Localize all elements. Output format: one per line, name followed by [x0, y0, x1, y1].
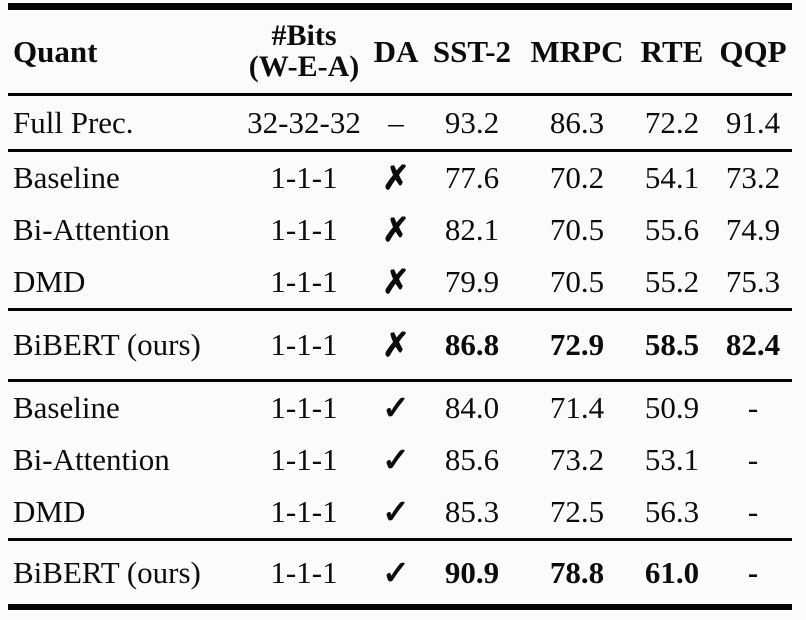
cell-quant: BiBERT (ours) — [8, 309, 236, 382]
cell-da: ✓ — [372, 486, 420, 541]
cell-rte: 72.2 — [630, 94, 714, 152]
cell-rte: 53.1 — [644, 442, 700, 477]
cell-sst2: 90.9 — [444, 554, 500, 590]
cell-sst2: 85.6 — [444, 442, 500, 477]
cell-mrpc: 71.4 — [549, 390, 605, 425]
cell-rte: 61.0 — [644, 554, 700, 590]
col-header-rte: RTE — [630, 6, 714, 96]
cell-mrpc: 72.5 — [524, 486, 630, 541]
cell-da: ✓ — [372, 381, 420, 435]
cell-bits: 1-1-1 — [270, 160, 338, 195]
cell-bits: 1-1-1 — [270, 212, 338, 247]
bits-header-line1: #Bits — [271, 18, 337, 52]
table-row-baseline-da: Baseline 1-1-1 ✓ 84.0 71.4 50.9 - — [8, 381, 792, 435]
check-mark-icon: ✓ — [382, 443, 410, 479]
col-header-quant: Quant — [8, 6, 236, 96]
check-mark-icon: ✓ — [382, 555, 410, 592]
cell-qqp: 74.9 — [725, 212, 781, 247]
cell-rte: 50.9 — [644, 390, 700, 425]
cell-bits: 1-1-1 — [270, 442, 338, 477]
cell-sst2: 77.6 — [444, 160, 500, 195]
cell-mrpc: 70.2 — [549, 160, 605, 195]
cell-da: – — [372, 94, 420, 152]
cell-rte: 58.5 — [630, 309, 714, 382]
table-row-dmd-da: DMD 1-1-1 ✓ 85.3 72.5 56.3 - — [8, 486, 792, 541]
cell-rte: 56.3 — [630, 486, 714, 541]
col-header-bits: #Bits (W-E-A) — [236, 6, 372, 96]
cell-sst2: 85.3 — [420, 486, 524, 541]
cell-sst2: 86.8 — [420, 309, 524, 382]
table-row-bi-attention-da: Bi-Attention 1-1-1 ✓ 85.6 73.2 53.1 - — [8, 434, 792, 486]
col-header-mrpc: MRPC — [524, 6, 630, 96]
cell-quant: BiBERT (ours) — [13, 554, 201, 590]
cell-quant: Bi-Attention — [13, 442, 170, 477]
cross-mark-icon: ✗ — [382, 161, 410, 197]
bits-header-line2: (W-E-A) — [248, 49, 360, 83]
cross-mark-icon: ✗ — [382, 213, 410, 249]
cell-quant: DMD — [8, 256, 236, 311]
en-dash: – — [388, 104, 404, 140]
cell-da: ✓ — [372, 540, 420, 608]
table-header: Quant #Bits (W-E-A) DA SST-2 MRPC RTE QQ… — [8, 6, 792, 96]
table-row-baseline-noda: Baseline 1-1-1 ✗ 77.6 70.2 54.1 73.2 — [8, 151, 792, 205]
cell-qqp: - — [747, 390, 759, 425]
cell-qqp: 73.2 — [725, 160, 781, 195]
table-row-bibert-noda: BiBERT (ours) 1-1-1 ✗ 86.8 72.9 58.5 82.… — [8, 309, 792, 382]
cell-da: ✗ — [372, 204, 420, 256]
cell-bits: 32-32-32 — [236, 94, 372, 152]
cell-qqp: 75.3 — [714, 256, 792, 311]
cell-bits: 1-1-1 — [270, 390, 338, 425]
cell-da: ✓ — [372, 434, 420, 486]
table-row-bibert-da: BiBERT (ours) 1-1-1 ✓ 90.9 78.8 61.0 - — [8, 540, 792, 608]
results-table: Quant #Bits (W-E-A) DA SST-2 MRPC RTE QQ… — [8, 3, 792, 610]
cross-mark-icon: ✗ — [382, 328, 410, 364]
cell-sst2: 84.0 — [444, 390, 500, 425]
cell-bits: 1-1-1 — [236, 309, 372, 382]
cell-bits: 1-1-1 — [270, 554, 338, 590]
cell-mrpc: 73.2 — [549, 442, 605, 477]
cell-quant: Bi-Attention — [13, 212, 170, 247]
cell-quant: Baseline — [13, 160, 120, 195]
check-mark-icon: ✓ — [382, 391, 410, 427]
table-row-full-prec: Full Prec. 32-32-32 – 93.2 86.3 72.2 91.… — [8, 94, 792, 152]
cell-da: ✗ — [372, 309, 420, 382]
cell-qqp: - — [714, 486, 792, 541]
cell-mrpc: 86.3 — [524, 94, 630, 152]
cell-rte: 55.2 — [630, 256, 714, 311]
cell-qqp: 91.4 — [714, 94, 792, 152]
cell-rte: 54.1 — [644, 160, 700, 195]
col-header-da: DA — [372, 6, 420, 96]
table-row-dmd-noda: DMD 1-1-1 ✗ 79.9 70.5 55.2 75.3 — [8, 256, 792, 311]
cell-quant: Baseline — [13, 390, 120, 425]
cell-bits: 1-1-1 — [236, 256, 372, 311]
cell-sst2: 82.1 — [444, 212, 500, 247]
cell-sst2: 79.9 — [420, 256, 524, 311]
cell-quant: Full Prec. — [8, 94, 236, 152]
cell-quant: DMD — [8, 486, 236, 541]
col-header-qqp: QQP — [714, 6, 792, 96]
cell-sst2: 93.2 — [420, 94, 524, 152]
col-header-sst2: SST-2 — [420, 6, 524, 96]
cell-da: ✗ — [372, 151, 420, 205]
cell-mrpc: 72.9 — [524, 309, 630, 382]
cell-bits: 1-1-1 — [236, 486, 372, 541]
cell-mrpc: 70.5 — [549, 212, 605, 247]
header-row: Quant #Bits (W-E-A) DA SST-2 MRPC RTE QQ… — [8, 6, 792, 96]
check-mark-icon: ✓ — [382, 495, 410, 531]
cell-mrpc: 78.8 — [549, 554, 605, 590]
cell-qqp: - — [747, 554, 759, 590]
cell-qqp: - — [747, 442, 759, 477]
cell-da: ✗ — [372, 256, 420, 311]
cell-mrpc: 70.5 — [524, 256, 630, 311]
table-row-bi-attention-noda: Bi-Attention 1-1-1 ✗ 82.1 70.5 55.6 74.9 — [8, 204, 792, 256]
cell-qqp: 82.4 — [714, 309, 792, 382]
cross-mark-icon: ✗ — [382, 265, 410, 301]
cell-rte: 55.6 — [644, 212, 700, 247]
